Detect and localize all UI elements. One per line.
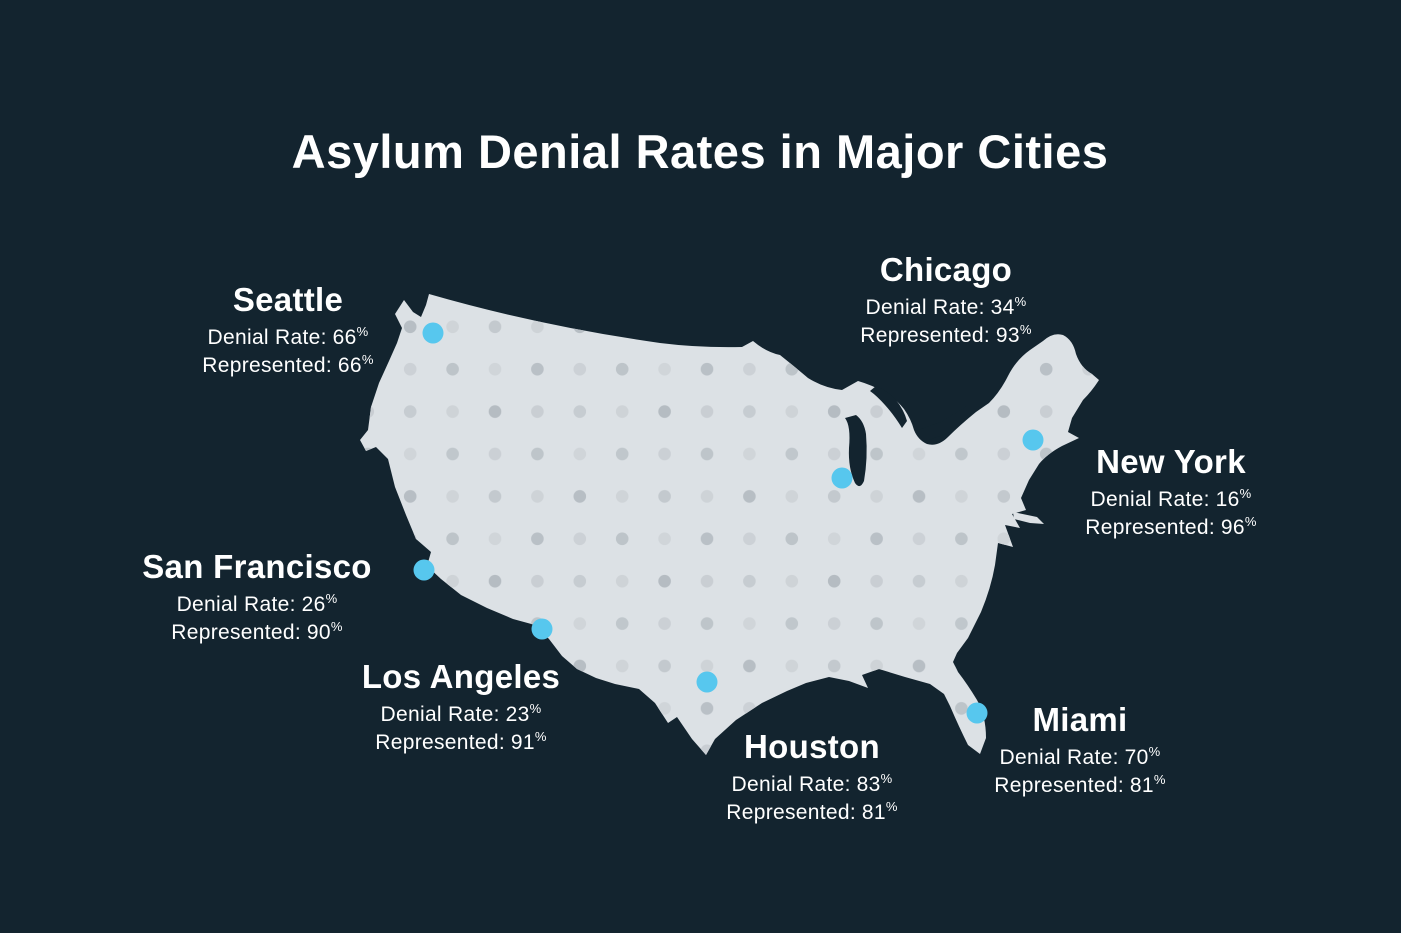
city-label-seattle: Seattle Denial Rate: 66% Represented: 66% [202, 283, 373, 379]
city-name: New York [1096, 443, 1246, 480]
us-silhouette [360, 294, 1099, 755]
percent-sign: % [325, 591, 338, 606]
percent-sign: % [356, 324, 369, 339]
city-represented: Represented: 81% [726, 798, 898, 824]
marker-chicago [831, 467, 853, 489]
city-label-new-york: New York Denial Rate: 16% Represented: 96% [1085, 445, 1256, 541]
city-label-chicago: Chicago Denial Rate: 34% Represented: 93% [860, 253, 1031, 349]
percent-sign: % [361, 351, 374, 367]
us-dot-texture [360, 294, 1099, 755]
percent-sign: % [1239, 486, 1252, 501]
percent-sign: % [529, 701, 542, 716]
percent-sign: % [330, 618, 343, 634]
city-name: Seattle [232, 281, 344, 318]
city-represented: Represented: 93% [860, 321, 1032, 347]
page-title: Asylum Denial Rates in Major Cities [291, 125, 1109, 178]
percent-sign: % [1244, 513, 1257, 529]
city-markers [413, 322, 1044, 724]
percent-sign: % [1014, 294, 1027, 309]
percent-sign: % [1148, 744, 1161, 759]
city-label-san-francisco: San Francisco Denial Rate: 26% Represente… [142, 550, 372, 646]
marker-los-angeles [531, 618, 553, 640]
marker-new-york [1022, 429, 1044, 451]
city-denial-rate: Denial Rate: 26% [176, 591, 338, 616]
city-name: Houston [744, 728, 880, 765]
city-name: Miami [1032, 701, 1128, 738]
marker-seattle [422, 322, 444, 344]
percent-sign: % [534, 728, 547, 744]
city-represented: Represented: 90% [171, 618, 343, 644]
lake-michigan [845, 415, 867, 487]
city-denial-rate: Denial Rate: 66% [207, 324, 369, 349]
city-name: Los Angeles [361, 658, 561, 695]
city-name: Chicago [879, 251, 1013, 288]
percent-sign: % [1153, 771, 1166, 787]
city-label-miami: Miami Denial Rate: 70% Represented: 81% [994, 703, 1165, 799]
city-denial-rate: Denial Rate: 70% [999, 744, 1161, 769]
lake-huron [870, 386, 907, 428]
marker-miami [966, 702, 988, 724]
lake-erie [915, 406, 974, 442]
marker-houston [696, 671, 718, 693]
city-denial-rate: Denial Rate: 16% [1090, 486, 1252, 511]
long-island [1013, 512, 1044, 524]
city-denial-rate: Denial Rate: 83% [731, 771, 893, 796]
percent-sign: % [1019, 321, 1032, 337]
city-represented: Represented: 66% [202, 351, 374, 377]
city-denial-rate: Denial Rate: 34% [865, 294, 1027, 319]
percent-sign: % [885, 798, 898, 814]
percent-sign: % [880, 771, 893, 786]
city-represented: Represented: 91% [375, 728, 547, 754]
city-name: San Francisco [142, 548, 372, 585]
city-label-los-angeles: Los Angeles Denial Rate: 23% Represented:… [362, 660, 560, 756]
city-represented: Represented: 96% [1085, 513, 1257, 539]
city-denial-rate: Denial Rate: 23% [380, 701, 542, 726]
marker-san-francisco [413, 559, 435, 581]
city-label-houston: Houston Denial Rate: 83% Represented: 81% [726, 730, 897, 826]
city-represented: Represented: 81% [994, 771, 1166, 797]
